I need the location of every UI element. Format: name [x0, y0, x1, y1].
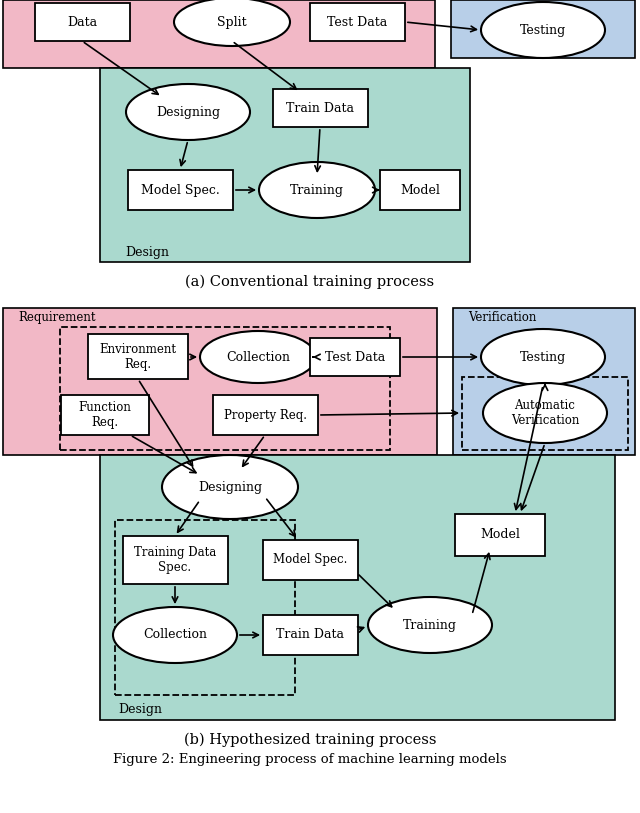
- Text: (b) Hypothesized training process: (b) Hypothesized training process: [184, 733, 436, 747]
- Text: Model Spec.: Model Spec.: [273, 554, 347, 567]
- Text: Environment
Req.: Environment Req.: [99, 343, 177, 371]
- Text: Split: Split: [217, 15, 247, 28]
- Bar: [60, 327, 390, 450]
- Text: Design: Design: [118, 703, 162, 716]
- Bar: [122, 536, 227, 584]
- Text: Designing: Designing: [198, 480, 262, 493]
- Text: Model: Model: [480, 528, 520, 541]
- Ellipse shape: [481, 2, 605, 58]
- Ellipse shape: [259, 162, 375, 218]
- Ellipse shape: [481, 329, 605, 385]
- Ellipse shape: [200, 331, 316, 383]
- Text: Training: Training: [403, 619, 457, 632]
- Text: Collection: Collection: [226, 350, 290, 363]
- Bar: [100, 455, 615, 720]
- Bar: [455, 514, 545, 556]
- Text: Test Data: Test Data: [325, 350, 385, 363]
- Bar: [61, 395, 149, 435]
- Text: Automatic
Verification: Automatic Verification: [511, 399, 579, 427]
- Text: Training Data
Spec.: Training Data Spec.: [134, 546, 216, 574]
- Bar: [3, 0, 435, 68]
- Bar: [35, 3, 129, 41]
- Text: Testing: Testing: [520, 350, 566, 363]
- Text: Training: Training: [290, 184, 344, 197]
- Bar: [462, 377, 628, 450]
- Bar: [3, 308, 437, 455]
- Ellipse shape: [162, 455, 298, 519]
- Bar: [451, 0, 635, 58]
- Bar: [127, 170, 232, 210]
- Bar: [310, 3, 404, 41]
- Ellipse shape: [113, 607, 237, 663]
- Ellipse shape: [126, 84, 250, 140]
- Ellipse shape: [368, 597, 492, 653]
- Text: Design: Design: [125, 246, 169, 259]
- Text: Property Req.: Property Req.: [223, 408, 307, 421]
- Text: Collection: Collection: [143, 628, 207, 641]
- Bar: [212, 395, 317, 435]
- Ellipse shape: [483, 383, 607, 443]
- Bar: [310, 338, 400, 376]
- Bar: [262, 615, 358, 655]
- Bar: [273, 89, 367, 127]
- Text: Designing: Designing: [156, 106, 220, 119]
- Text: Data: Data: [67, 15, 97, 28]
- Text: Figure 2: Engineering process of machine learning models: Figure 2: Engineering process of machine…: [113, 754, 507, 767]
- Text: (a) Conventional training process: (a) Conventional training process: [186, 275, 435, 289]
- Text: Model Spec.: Model Spec.: [141, 184, 220, 197]
- Bar: [88, 334, 188, 380]
- Bar: [453, 308, 635, 455]
- Text: Function
Req.: Function Req.: [79, 401, 131, 429]
- Ellipse shape: [174, 0, 290, 46]
- Bar: [262, 540, 358, 580]
- Bar: [380, 170, 460, 210]
- Text: Train Data: Train Data: [286, 102, 354, 115]
- Text: Model: Model: [400, 184, 440, 197]
- Bar: [100, 68, 470, 262]
- Text: Testing: Testing: [520, 24, 566, 37]
- Bar: [115, 520, 295, 695]
- Text: Verification: Verification: [468, 311, 536, 324]
- Text: Test Data: Test Data: [327, 15, 387, 28]
- Text: Requirement: Requirement: [18, 311, 95, 324]
- Text: Train Data: Train Data: [276, 628, 344, 641]
